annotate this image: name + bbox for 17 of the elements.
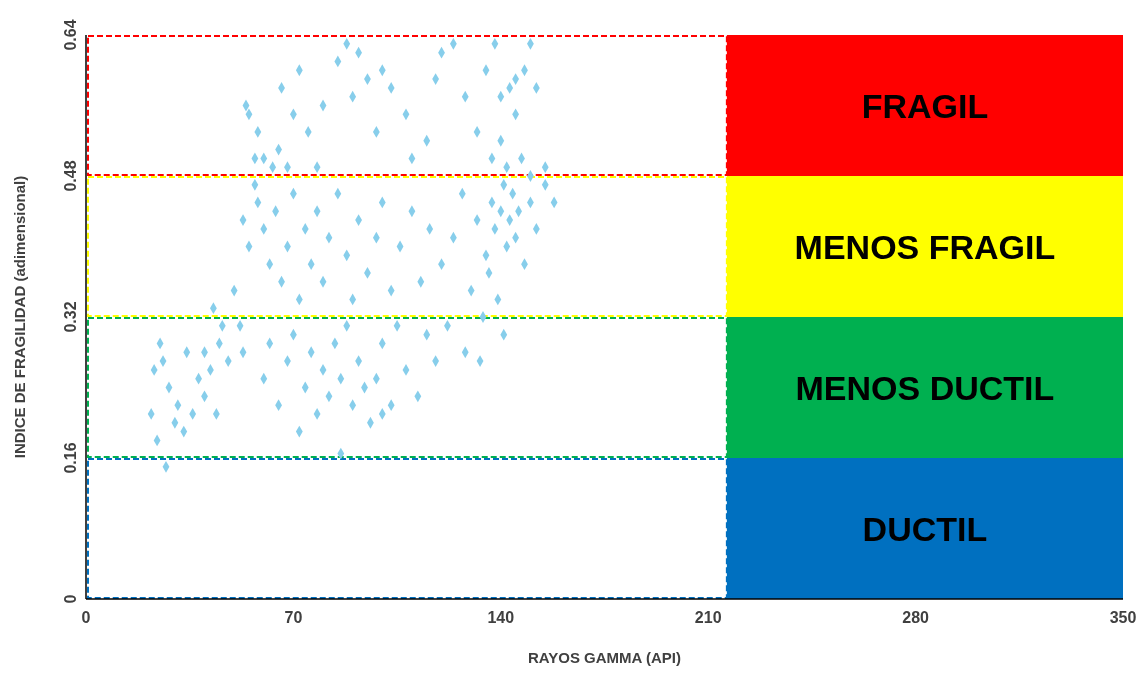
y-tick-label: 0.48	[62, 160, 79, 192]
x-axis-title: RAYOS GAMMA (API)	[527, 649, 682, 666]
x-tick-label: 0	[81, 609, 91, 626]
y-tick-label: 0	[62, 594, 79, 604]
band-label: FRAGIL	[861, 86, 989, 125]
x-tick-label: 350	[1109, 609, 1137, 626]
x-tick-label: 210	[694, 609, 722, 626]
band-label: DUCTIL	[862, 509, 988, 548]
band-label: MENOS FRAGIL	[794, 227, 1056, 266]
x-tick-label: 280	[902, 609, 930, 626]
y-tick-label: 0.32	[62, 301, 79, 333]
x-tick-label: 140	[487, 609, 515, 626]
x-tick-label: 70	[284, 609, 303, 626]
y-axis-title: INDICE DE FRAGILIDAD (adimensional)	[11, 175, 28, 459]
y-tick-label: 0.64	[62, 19, 79, 51]
y-tick-label: 0.16	[62, 442, 79, 474]
band-label: MENOS DUCTIL	[795, 368, 1055, 407]
